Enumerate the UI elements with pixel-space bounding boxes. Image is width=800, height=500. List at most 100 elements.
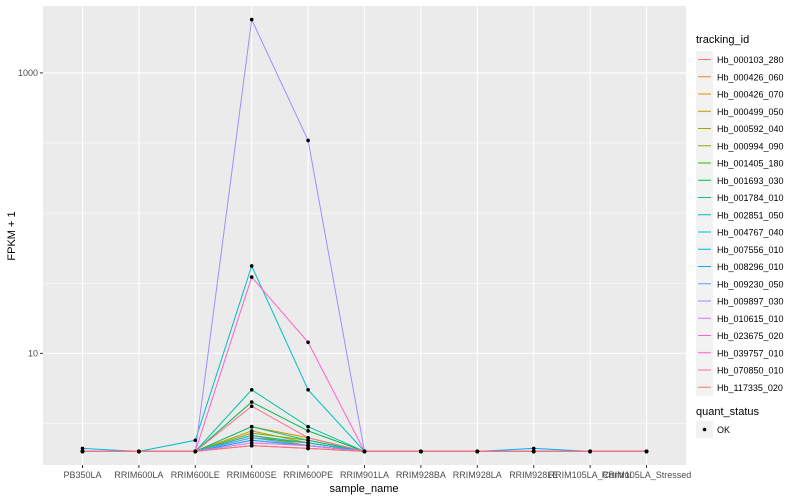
data-point <box>362 449 367 454</box>
data-point <box>249 17 254 22</box>
data-point <box>249 443 254 448</box>
legend-item: Hb_010615_010 <box>696 309 784 327</box>
data-points <box>80 17 649 454</box>
x-tick-label: RRIM600SE <box>227 470 277 480</box>
data-point <box>306 340 310 345</box>
legend: tracking_id Hb_000103_280Hb_000426_060Hb… <box>696 34 784 438</box>
legend-label: Hb_010615_010 <box>717 314 784 324</box>
legend-label: Hb_000426_070 <box>717 90 784 100</box>
data-point <box>80 449 85 454</box>
legend-label: Hb_070850_010 <box>717 366 784 376</box>
x-tick-label: RRIM600LA <box>114 470 163 480</box>
data-point <box>306 424 310 429</box>
legend-item: Hb_001693_030 <box>696 171 784 189</box>
x-tick-label: RRIM105LA_Control <box>549 470 632 480</box>
legend-label: Hb_000592_040 <box>717 124 784 134</box>
data-point <box>531 449 536 454</box>
data-point <box>644 449 649 454</box>
legend-item: Hb_001784_010 <box>696 189 784 206</box>
data-point <box>306 441 310 445</box>
legend-label: Hb_001405_180 <box>717 159 784 169</box>
legend-key-point <box>702 427 707 432</box>
x-tick-label: RRIM600PE <box>283 470 333 480</box>
data-point <box>249 441 254 445</box>
x-axis-title: sample_name <box>329 483 398 495</box>
x-tick-label: RRIM901LA <box>340 470 389 480</box>
data-point <box>419 449 423 454</box>
data-point <box>249 424 254 429</box>
x-tick-label: RRIM600LE <box>171 470 220 480</box>
legend-item: Hb_000592_040 <box>696 120 784 137</box>
data-point <box>249 275 254 279</box>
data-point <box>531 446 536 451</box>
legend-item: Hb_023675_020 <box>696 327 784 344</box>
legend-label: OK <box>717 425 730 435</box>
legend-item: Hb_070850_010 <box>696 361 784 379</box>
legend-item: Hb_000103_280 <box>696 51 784 68</box>
legend-item: Hb_000426_070 <box>696 85 784 103</box>
legend-label: Hb_001784_010 <box>717 193 784 203</box>
data-point <box>306 446 310 451</box>
y-axis-title: FPKM + 1 <box>6 211 18 260</box>
legend-label: Hb_023675_020 <box>717 331 784 341</box>
legend-title: tracking_id <box>696 34 749 46</box>
data-point <box>249 436 254 440</box>
y-axis: 10 1000 <box>18 68 43 358</box>
legend-label: Hb_001693_030 <box>717 176 784 186</box>
legend-label: Hb_000994_090 <box>717 141 784 151</box>
legend-shape-item: OK <box>696 421 730 438</box>
data-point <box>306 387 310 392</box>
legend-label: Hb_009230_050 <box>717 279 784 289</box>
legend-shape-items: OK <box>696 421 730 438</box>
legend-label: Hb_117335_020 <box>717 383 783 393</box>
data-point <box>588 449 592 454</box>
legend-item: Hb_007556_010 <box>696 240 784 258</box>
legend-item: Hb_000994_090 <box>696 137 784 155</box>
legend-item: Hb_000499_050 <box>696 102 784 120</box>
data-point <box>306 138 310 143</box>
legend-label: Hb_000499_050 <box>717 107 784 117</box>
legend-label: Hb_009897_030 <box>717 297 784 307</box>
y-tick-label: 1000 <box>18 68 38 78</box>
x-tick-label: RRIM928LE <box>509 470 558 480</box>
y-tick-label: 10 <box>28 348 38 358</box>
legend-items: Hb_000103_280 Hb_000426_060 Hb_000426_070 H… <box>696 51 784 396</box>
legend-label: Hb_039757_010 <box>717 348 784 358</box>
legend-shape-title: quant_status <box>696 406 759 418</box>
legend-item: Hb_001405_180 <box>696 154 784 172</box>
legend-item: Hb_117335_020 <box>696 378 783 396</box>
legend-label: Hb_008296_010 <box>717 262 784 272</box>
data-point <box>306 443 310 448</box>
data-point <box>193 438 198 443</box>
legend-item: Hb_000426_060 <box>696 68 784 86</box>
data-point <box>249 264 254 268</box>
data-point <box>249 404 254 409</box>
legend-label: Hb_007556_010 <box>717 245 784 255</box>
data-point <box>475 449 480 454</box>
x-tick-label: RRIM105LA_Stressed <box>602 470 692 480</box>
legend-item: Hb_009897_030 <box>696 292 784 310</box>
data-point <box>306 429 310 433</box>
data-point <box>306 436 310 440</box>
data-point <box>249 387 254 392</box>
legend-item: Hb_009230_050 <box>696 275 784 293</box>
legend-item: Hb_008296_010 <box>696 258 784 275</box>
data-point <box>137 449 141 454</box>
x-tick-label: RRIM928LA <box>453 470 502 480</box>
legend-label: Hb_000103_280 <box>717 55 784 65</box>
legend-label: Hb_002851_050 <box>717 210 784 220</box>
data-point <box>306 438 310 443</box>
legend-item: Hb_039757_010 <box>696 344 784 362</box>
legend-item: Hb_002851_050 <box>696 206 784 224</box>
data-point <box>193 449 198 454</box>
legend-item: Hb_004767_040 <box>696 223 784 241</box>
legend-label: Hb_000426_060 <box>717 72 784 82</box>
legend-label: Hb_004767_040 <box>717 228 784 238</box>
grid <box>43 6 686 465</box>
data-point <box>249 400 254 404</box>
x-tick-label: PB350LA <box>63 470 101 480</box>
x-tick-label: RRIM928BA <box>396 470 446 480</box>
data-point <box>249 438 254 443</box>
data-point <box>80 446 85 451</box>
